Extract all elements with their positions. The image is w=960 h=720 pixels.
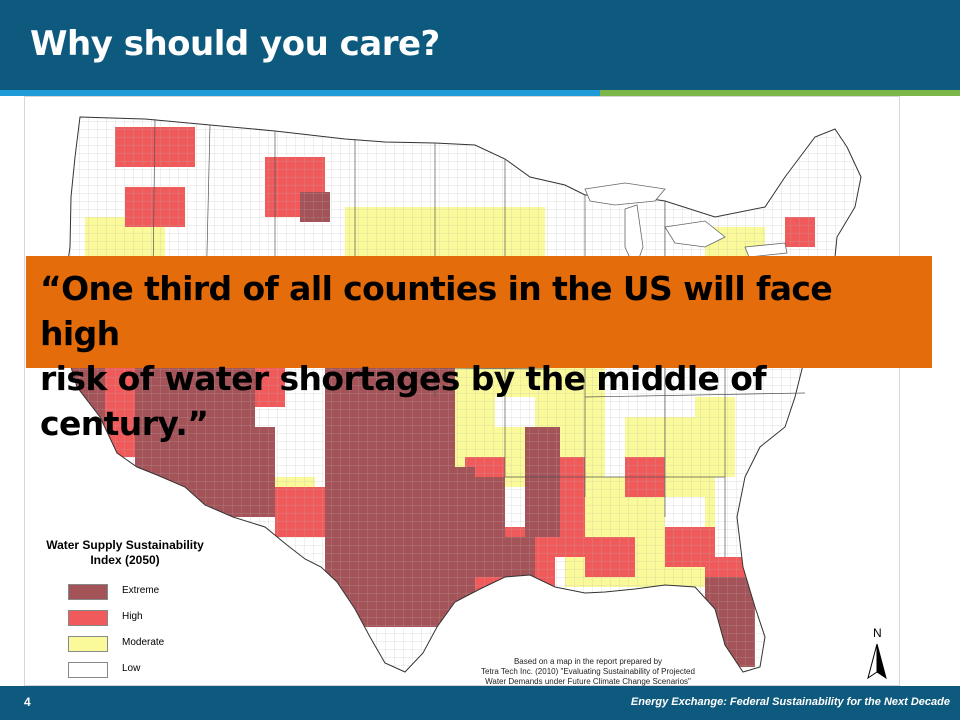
north-arrow: N [862, 626, 892, 682]
footer-text: Energy Exchange: Federal Sustainability … [630, 696, 950, 708]
credit-line-3: Water Demands under Future Climate Chang… [485, 677, 691, 686]
legend-swatch-extreme [68, 584, 108, 600]
page-number: 4 [24, 695, 31, 709]
legend-swatch-high [68, 610, 108, 626]
quote-line-2: risk of water shortages by the middle of… [40, 359, 767, 443]
quote-line-1: “One third of all counties in the US wil… [40, 269, 833, 353]
legend-label-moderate: Moderate [122, 637, 165, 648]
legend-swatch-moderate [68, 636, 108, 652]
legend-title-line-1: Water Supply Sustainability [46, 538, 204, 552]
legend-label-high: High [122, 611, 143, 622]
legend-label-extreme: Extreme [122, 585, 160, 596]
north-label: N [873, 626, 882, 640]
map-credit: Based on a map in the report prepared by… [468, 657, 708, 687]
credit-line-2: Tetra Tech Inc. (2010) "Evaluating Susta… [481, 667, 695, 676]
slide-footer: 4 Energy Exchange: Federal Sustainabilit… [0, 686, 960, 720]
legend-title-line-2: Index (2050) [90, 553, 160, 567]
accent-bar [0, 90, 960, 96]
water-sustainability-map [24, 96, 900, 686]
credit-line-1: Based on a map in the report prepared by [513, 657, 663, 666]
slide-header: Why should you care? [0, 0, 960, 90]
north-arrow-icon [867, 643, 887, 680]
us-county-map [62, 116, 862, 673]
accent-bar-blue [0, 90, 600, 96]
quote-callout: “One third of all counties in the US wil… [26, 256, 932, 443]
legend-swatch-low [68, 662, 108, 678]
legend-label-low: Low [122, 663, 141, 674]
map-legend: Water Supply Sustainability Index (2050)… [30, 538, 230, 678]
accent-bar-green [600, 90, 960, 96]
slide-title: Why should you care? [30, 24, 440, 64]
